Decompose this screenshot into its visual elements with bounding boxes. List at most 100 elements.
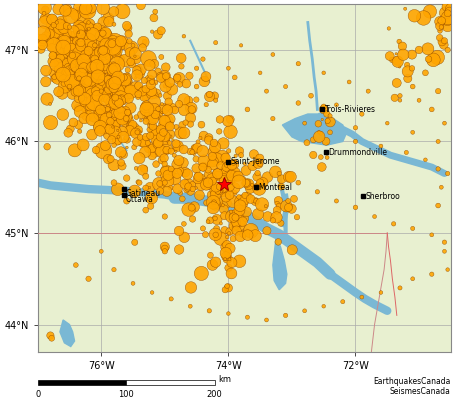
Point <box>80 64 87 71</box>
Point <box>403 149 410 156</box>
Point <box>184 171 191 177</box>
Point <box>118 39 126 46</box>
Point <box>124 109 131 116</box>
Point <box>89 92 96 98</box>
Point <box>49 52 56 59</box>
Point <box>83 34 90 40</box>
Point <box>320 70 327 76</box>
Point <box>76 41 84 47</box>
Point <box>333 102 340 108</box>
Point <box>295 100 302 106</box>
Point <box>259 180 266 186</box>
Point <box>436 34 443 41</box>
Point <box>317 130 324 136</box>
Point <box>146 62 153 68</box>
Point <box>172 124 180 130</box>
Point <box>390 221 397 227</box>
Point <box>85 38 92 44</box>
Point <box>102 64 109 70</box>
Point <box>119 116 126 122</box>
Point <box>109 105 116 112</box>
Point <box>166 123 173 130</box>
Point <box>106 131 113 137</box>
Point <box>212 202 219 208</box>
Point <box>248 182 256 188</box>
Point <box>94 24 101 30</box>
Point <box>108 91 115 97</box>
Point <box>129 122 136 128</box>
Point <box>104 113 111 119</box>
Point <box>230 159 237 166</box>
Point <box>243 180 250 186</box>
Point <box>180 146 187 153</box>
Point <box>110 180 117 186</box>
Point <box>97 32 105 38</box>
Point <box>123 144 131 151</box>
Point <box>194 174 202 180</box>
Point <box>126 128 133 134</box>
Point <box>76 73 83 79</box>
Point <box>202 73 210 80</box>
Point <box>203 200 210 206</box>
Point <box>185 206 192 213</box>
Point <box>91 46 98 52</box>
Point <box>163 146 170 152</box>
Point <box>222 250 229 256</box>
Point <box>152 136 159 143</box>
Point <box>92 147 100 153</box>
Point <box>225 285 232 291</box>
Point <box>165 138 172 145</box>
Point <box>225 265 232 271</box>
Point <box>212 259 219 265</box>
Point <box>74 37 81 43</box>
Point <box>100 47 107 54</box>
Point <box>228 172 235 179</box>
Point <box>42 6 49 13</box>
Point <box>75 4 82 11</box>
Point <box>386 53 394 59</box>
Point <box>420 15 427 21</box>
Point <box>82 84 90 90</box>
Point <box>109 67 116 73</box>
Point <box>107 118 114 124</box>
Point <box>222 176 229 183</box>
Point <box>93 78 100 85</box>
Point <box>162 170 170 176</box>
Point <box>96 63 104 69</box>
Point <box>428 271 435 277</box>
Point <box>219 202 227 208</box>
Point <box>60 60 67 66</box>
Point <box>108 136 116 143</box>
Point <box>194 139 202 145</box>
Point <box>146 184 153 191</box>
Point <box>42 34 50 40</box>
Point <box>69 51 76 57</box>
Point <box>69 91 76 97</box>
Point <box>396 92 404 99</box>
Point <box>46 31 53 37</box>
Point <box>198 181 205 188</box>
Point <box>171 107 178 113</box>
Point <box>227 177 234 184</box>
Point <box>161 245 168 252</box>
Point <box>71 56 78 62</box>
Point <box>121 58 129 64</box>
Point <box>113 137 121 144</box>
Point <box>185 183 192 190</box>
Point <box>106 112 113 118</box>
Point <box>164 107 171 113</box>
Point <box>66 83 73 90</box>
Point <box>88 64 95 70</box>
Text: Drummondville: Drummondville <box>328 148 387 157</box>
Point <box>236 207 243 214</box>
Point <box>101 78 108 84</box>
Point <box>101 97 108 103</box>
Point <box>86 38 94 45</box>
Point <box>133 56 140 62</box>
Point <box>426 8 434 15</box>
Point <box>72 12 79 18</box>
Point <box>146 144 153 151</box>
Point <box>116 110 124 116</box>
Point <box>116 80 124 86</box>
Point <box>60 80 67 87</box>
